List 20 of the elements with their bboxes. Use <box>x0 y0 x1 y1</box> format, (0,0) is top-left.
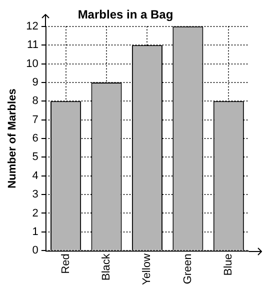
x-tick-label: Blue <box>222 254 235 276</box>
y-tick-label: 8 <box>32 95 38 108</box>
y-tick-label: 1 <box>32 226 38 238</box>
x-tick-label: Yellow <box>141 254 154 286</box>
y-tick-label: 5 <box>32 151 38 164</box>
y-tick-label: 3 <box>32 188 38 201</box>
x-tick-label: Black <box>100 253 113 281</box>
chart-title: Marbles in a Bag <box>78 8 174 22</box>
y-tick-label: 6 <box>32 132 38 145</box>
y-tick-label: 2 <box>32 207 38 220</box>
x-tick-label: Red <box>60 254 72 274</box>
x-tick-label: Green <box>182 254 194 284</box>
y-tick-label: 12 <box>26 20 38 32</box>
y-tick-label: 11 <box>27 39 38 52</box>
y-tick-label: 0 <box>32 244 38 257</box>
y-tick-label: 7 <box>32 114 38 126</box>
y-tick-label: 10 <box>26 58 38 70</box>
y-tick-label: 4 <box>32 170 38 182</box>
y-axis-title: Number of Marbles <box>6 88 19 188</box>
y-tick-label: 9 <box>32 76 38 88</box>
